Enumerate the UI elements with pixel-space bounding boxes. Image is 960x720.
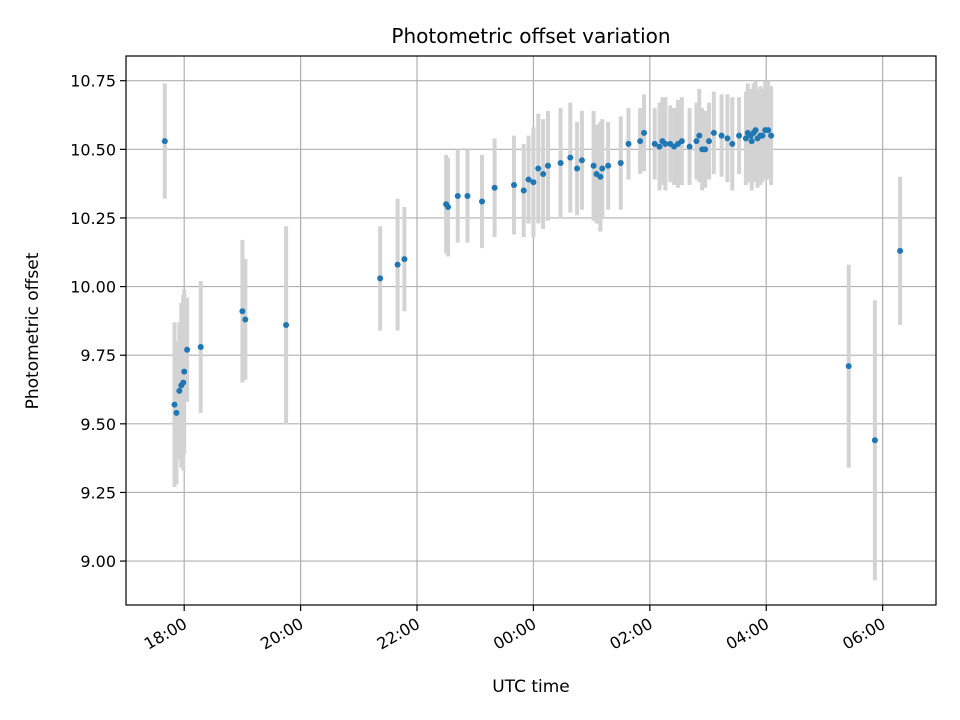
chart-title: Photometric offset variation (391, 24, 670, 48)
data-point (176, 387, 183, 394)
y-tick-label: 10.00 (70, 278, 116, 297)
data-point (710, 129, 717, 136)
data-point (454, 192, 461, 199)
data-point (752, 127, 759, 134)
data-point (693, 138, 700, 145)
data-point (242, 316, 249, 323)
data-point (702, 146, 709, 153)
data-point (768, 132, 775, 139)
data-point (525, 176, 532, 183)
x-axis-label: UTC time (492, 677, 570, 697)
data-point (599, 165, 606, 172)
data-point (161, 138, 168, 145)
data-point (759, 132, 766, 139)
data-point (871, 437, 878, 444)
data-point (557, 160, 564, 167)
data-point (578, 157, 585, 164)
y-tick-label: 9.25 (80, 483, 116, 502)
data-point (544, 162, 551, 169)
data-point (173, 409, 180, 416)
data-point (641, 129, 648, 136)
data-point (171, 401, 178, 408)
data-point (540, 171, 547, 178)
data-point (651, 140, 658, 147)
data-points (161, 127, 904, 444)
data-point (567, 154, 574, 161)
y-tick-label: 10.75 (70, 72, 116, 91)
data-point (530, 179, 537, 186)
data-point (625, 140, 632, 147)
data-point (617, 160, 624, 167)
data-point (637, 138, 644, 145)
data-point (718, 132, 725, 139)
data-point (401, 256, 408, 263)
data-point (535, 165, 542, 172)
data-point (736, 132, 743, 139)
plot-area-frame (125, 55, 937, 606)
data-point (897, 247, 904, 254)
data-point (479, 198, 486, 205)
data-point (590, 162, 597, 169)
data-point (748, 138, 755, 145)
data-point (845, 363, 852, 370)
data-point (445, 203, 452, 210)
data-point (686, 143, 693, 150)
data-point (520, 187, 527, 194)
y-tick-label: 10.50 (70, 140, 116, 159)
y-axis-label: Photometric offset (23, 252, 43, 409)
y-tick-label: 9.00 (80, 552, 116, 571)
data-point (464, 192, 471, 199)
data-point (394, 261, 401, 268)
y-tick-label: 10.25 (70, 209, 116, 228)
data-point (605, 162, 612, 169)
y-grid (126, 80, 936, 562)
data-point (729, 140, 736, 147)
data-point (184, 346, 191, 353)
data-point (597, 173, 604, 180)
data-point (197, 343, 204, 350)
data-point (239, 308, 246, 315)
y-axis-ticks: 9.00 9.25 9.50 9.75 10.00 10.25 10.50 10.75 (70, 72, 126, 571)
data-point (742, 135, 749, 142)
y-tick-label: 9.75 (80, 346, 116, 365)
data-point (706, 138, 713, 145)
data-point (511, 182, 518, 189)
data-point (377, 275, 384, 282)
data-point (180, 379, 187, 386)
data-point (181, 368, 188, 375)
data-point (491, 184, 498, 191)
y-tick-label: 9.50 (80, 415, 116, 434)
data-point (765, 127, 772, 134)
data-point (283, 322, 290, 329)
data-point (724, 135, 731, 142)
data-point (662, 140, 669, 147)
data-point (696, 132, 703, 139)
data-point (656, 143, 663, 150)
data-point (574, 165, 581, 172)
data-point (678, 138, 685, 145)
